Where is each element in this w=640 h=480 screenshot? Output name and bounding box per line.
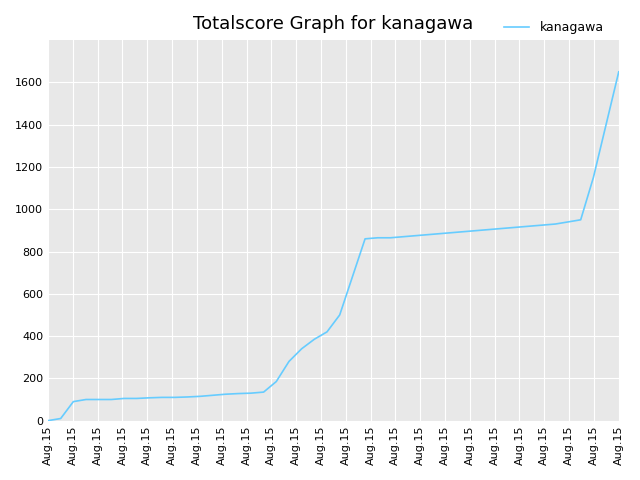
kanagawa bbox=[95, 396, 102, 402]
kanagawa bbox=[120, 396, 128, 401]
kanagawa bbox=[196, 394, 204, 399]
kanagawa bbox=[158, 395, 166, 400]
kanagawa bbox=[285, 359, 293, 364]
kanagawa bbox=[247, 390, 255, 396]
kanagawa bbox=[273, 379, 280, 384]
kanagawa bbox=[336, 312, 344, 318]
kanagawa bbox=[500, 226, 508, 231]
kanagawa bbox=[463, 228, 470, 234]
kanagawa bbox=[387, 235, 394, 240]
kanagawa bbox=[221, 391, 229, 397]
Title: Totalscore Graph for kanagawa: Totalscore Graph for kanagawa bbox=[193, 15, 474, 33]
kanagawa bbox=[488, 227, 496, 232]
kanagawa bbox=[539, 222, 547, 228]
kanagawa bbox=[412, 233, 420, 239]
kanagawa bbox=[437, 231, 445, 237]
kanagawa bbox=[44, 418, 52, 423]
kanagawa bbox=[349, 274, 356, 280]
kanagawa bbox=[57, 416, 65, 421]
kanagawa bbox=[476, 228, 483, 233]
Line: kanagawa: kanagawa bbox=[48, 72, 619, 420]
kanagawa bbox=[171, 395, 179, 400]
kanagawa bbox=[234, 391, 242, 396]
kanagawa bbox=[323, 329, 331, 335]
kanagawa bbox=[361, 236, 369, 242]
kanagawa bbox=[615, 69, 623, 75]
kanagawa bbox=[260, 389, 268, 395]
kanagawa bbox=[399, 234, 407, 240]
kanagawa bbox=[513, 224, 521, 230]
kanagawa bbox=[108, 396, 115, 402]
kanagawa bbox=[133, 396, 141, 401]
kanagawa bbox=[526, 223, 534, 229]
kanagawa bbox=[374, 235, 381, 240]
Legend: kanagawa: kanagawa bbox=[499, 16, 609, 39]
kanagawa bbox=[564, 219, 572, 225]
kanagawa bbox=[602, 122, 610, 128]
kanagawa bbox=[82, 396, 90, 402]
kanagawa bbox=[184, 394, 191, 400]
kanagawa bbox=[577, 217, 584, 223]
kanagawa bbox=[298, 346, 305, 352]
kanagawa bbox=[209, 392, 217, 398]
kanagawa bbox=[589, 175, 597, 180]
kanagawa bbox=[70, 399, 77, 405]
kanagawa bbox=[450, 229, 458, 235]
kanagawa bbox=[146, 395, 154, 401]
kanagawa bbox=[310, 336, 318, 342]
kanagawa bbox=[425, 232, 433, 238]
kanagawa bbox=[552, 221, 559, 227]
